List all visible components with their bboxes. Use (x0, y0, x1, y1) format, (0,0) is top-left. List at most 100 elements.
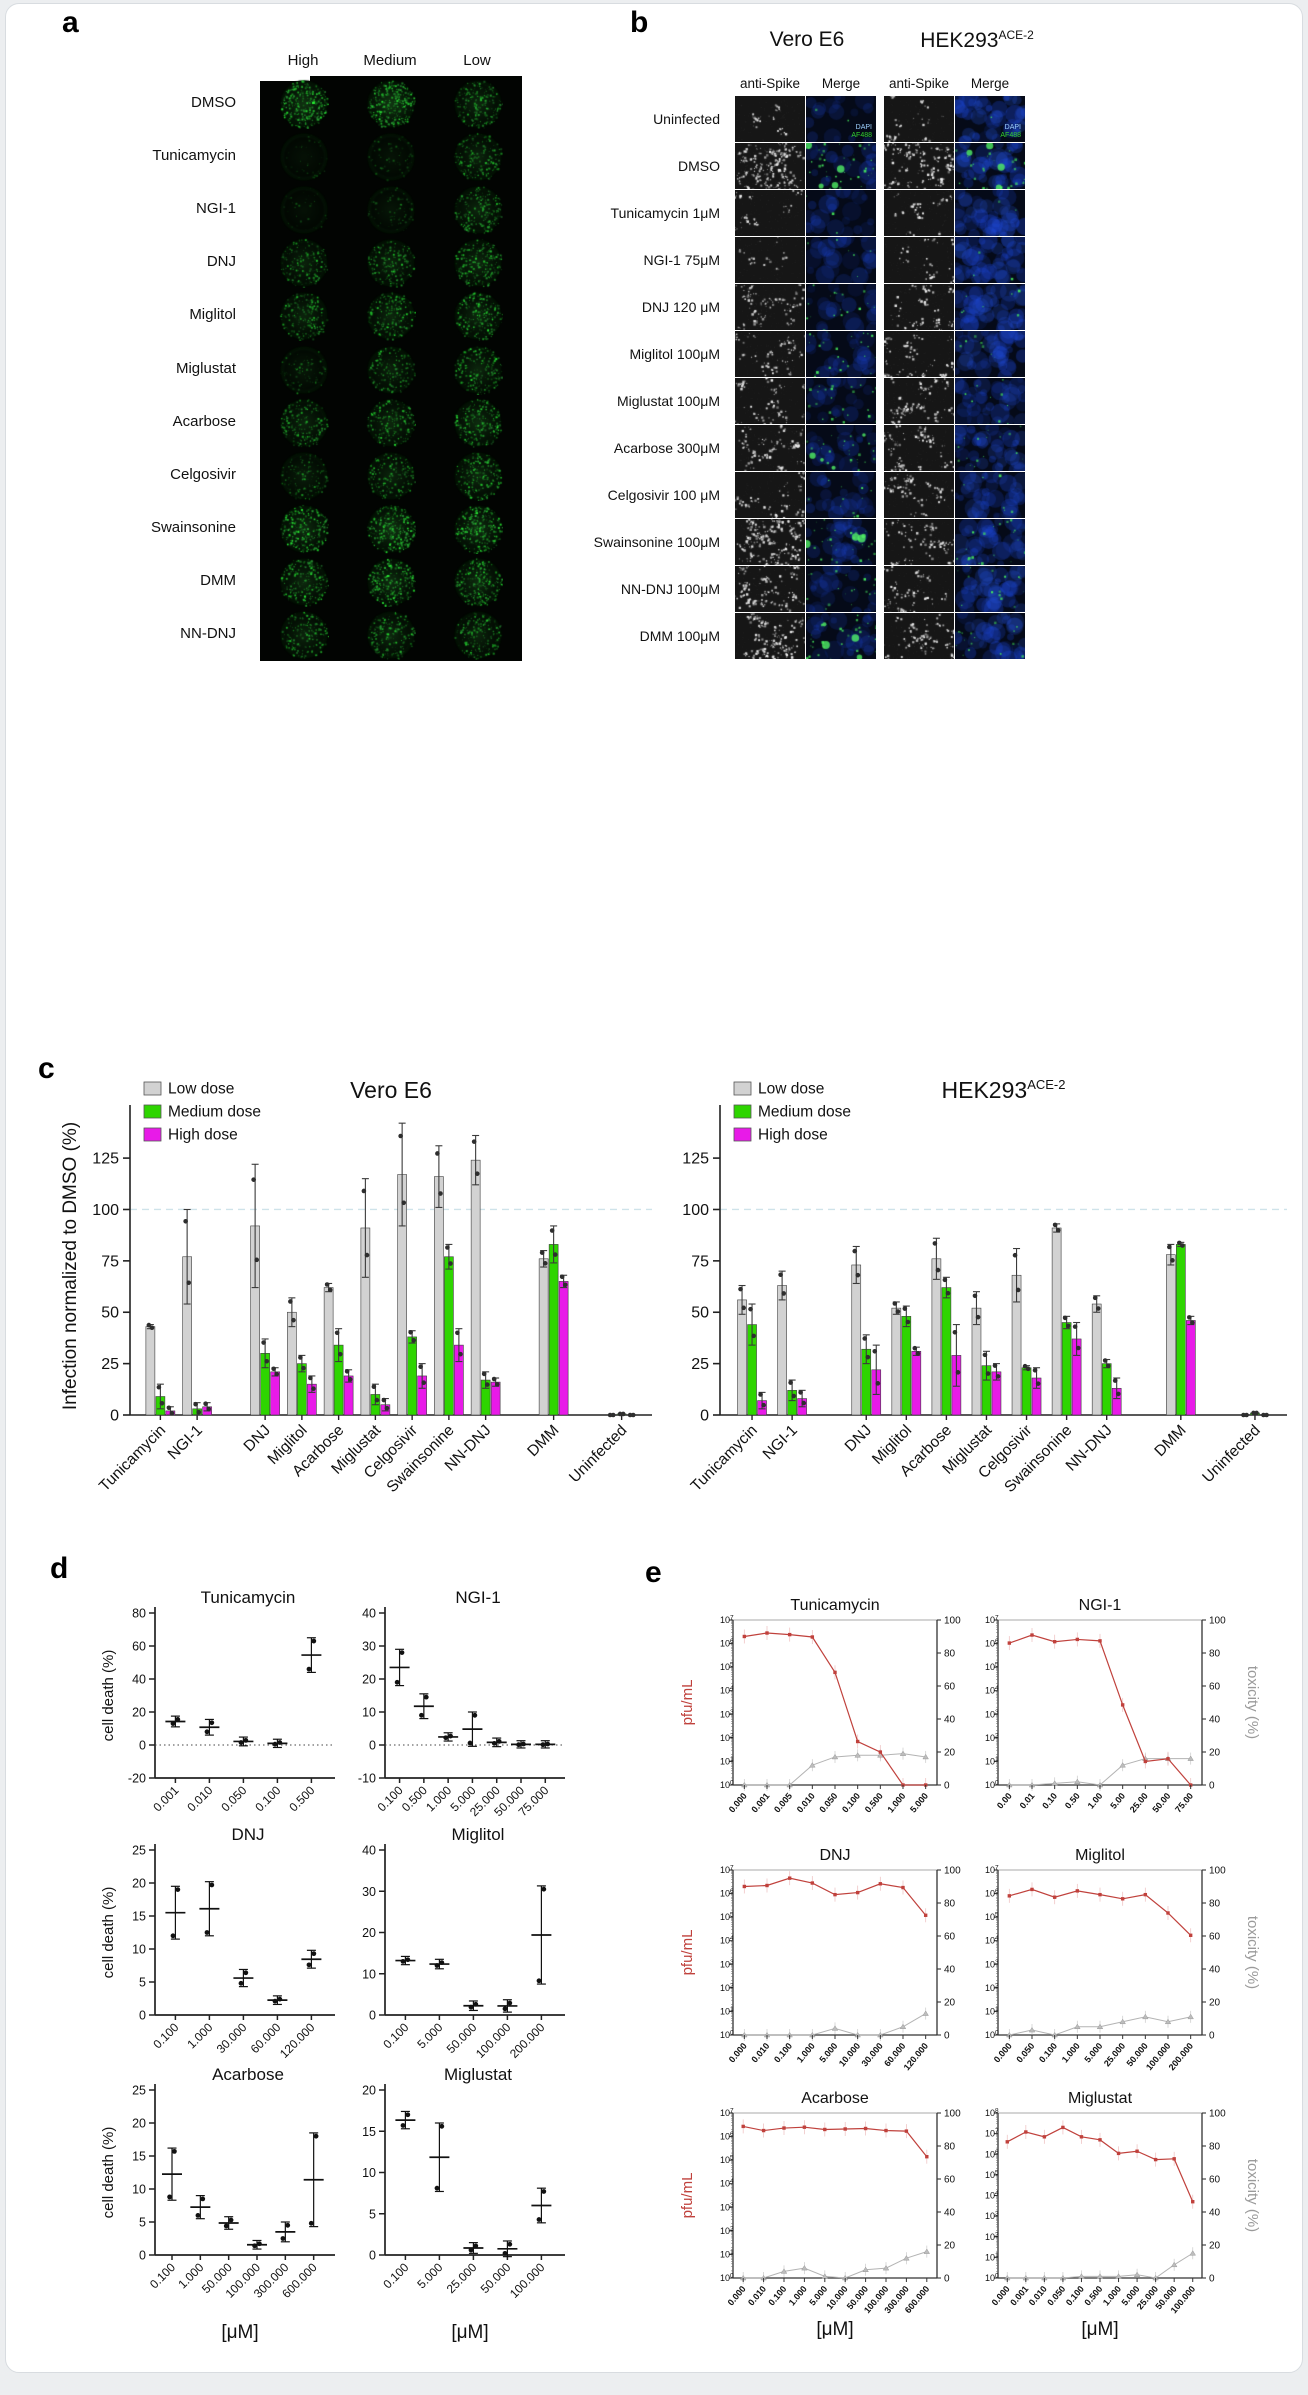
svg-text:10: 10 (132, 1943, 146, 1957)
panel-a-row-label: DMSO (191, 93, 236, 111)
hek293-superscript: ACE-2 (998, 28, 1034, 42)
svg-text:20: 20 (1209, 2241, 1221, 2252)
panel-a-col-low: Low (463, 52, 491, 69)
svg-text:-10: -10 (358, 1772, 376, 1786)
svg-text:100.000: 100.000 (473, 2020, 514, 2061)
svg-text:1.000: 1.000 (795, 2041, 817, 2065)
merge-micrograph (806, 425, 876, 471)
svg-text:5.000: 5.000 (908, 1791, 930, 1815)
svg-text:101: 101 (720, 1756, 734, 1767)
merge-micrograph (806, 378, 876, 424)
svg-text:60: 60 (132, 1640, 146, 1654)
svg-text:0: 0 (139, 1739, 146, 1753)
svg-text:0.500: 0.500 (1082, 2284, 1104, 2308)
svg-text:125: 125 (92, 1151, 119, 1168)
well-image (453, 291, 503, 342)
svg-text:100: 100 (944, 1616, 961, 1627)
svg-text:toxicity (%): toxicity (%) (1244, 1916, 1261, 1989)
svg-text:104: 104 (985, 2190, 999, 2201)
panel-a-row-label: NGI-1 (195, 199, 236, 217)
merge-micrograph (806, 331, 876, 377)
svg-text:[μM]: [μM] (451, 2322, 488, 2343)
svg-text:0.100: 0.100 (380, 2260, 411, 2291)
svg-text:10.000: 10.000 (824, 2284, 849, 2312)
svg-text:0: 0 (369, 1739, 376, 1753)
svg-text:100: 100 (720, 2273, 734, 2284)
panel-b-group-hek: HEK293ACE-2 (920, 28, 1034, 53)
svg-text:5: 5 (139, 1976, 146, 1990)
well-image (453, 557, 503, 608)
svg-text:20: 20 (944, 1748, 956, 1759)
svg-text:0.00: 0.00 (995, 1791, 1014, 1811)
svg-text:80: 80 (1209, 2142, 1221, 2153)
svg-text:Acarbose: Acarbose (212, 2065, 284, 2084)
svg-text:DNJ: DNJ (842, 1422, 875, 1455)
svg-text:100.000: 100.000 (507, 2260, 548, 2301)
svg-text:5.000: 5.000 (817, 2041, 839, 2065)
svg-text:High dose: High dose (758, 1127, 828, 1144)
svg-text:0.100: 0.100 (772, 2041, 794, 2065)
svg-text:106: 106 (720, 1638, 734, 1649)
svg-text:DNJ: DNJ (819, 1847, 850, 1864)
svg-text:100: 100 (682, 1202, 709, 1219)
panel-a-row-label: Tunicamycin (152, 146, 236, 164)
merge-micrograph (806, 237, 876, 283)
anti-spike-micrograph (884, 425, 954, 471)
svg-text:0.100: 0.100 (150, 2020, 181, 2051)
svg-text:Miglustat: Miglustat (1068, 2090, 1133, 2107)
svg-text:20: 20 (1209, 1748, 1221, 1759)
merge-micrograph (955, 190, 1025, 236)
svg-text:100: 100 (985, 2273, 999, 2284)
svg-text:DNJ: DNJ (231, 1825, 264, 1844)
merge-micrograph (806, 96, 876, 142)
panel-a-row-labels: DMSO Tunicamycin NGI-1 DNJ Miglitol Miglustat… (30, 76, 248, 661)
svg-text:1.000: 1.000 (1060, 2041, 1082, 2065)
panel-b-row-label: Tunicamycin 1μM (610, 205, 720, 221)
merge-channel-annotation: DAPI AF488 (983, 124, 1021, 140)
acarbose-pfu-toxicity-plot: 1001011021031041051061070204060801000.00… (679, 2090, 961, 2340)
svg-text:40: 40 (1209, 1965, 1221, 1976)
svg-text:Uninfected: Uninfected (566, 1422, 630, 1486)
svg-text:0.100: 0.100 (380, 2020, 411, 2051)
svg-text:NGI-1: NGI-1 (165, 1422, 206, 1463)
svg-text:80: 80 (132, 1607, 146, 1621)
svg-text:Tunicamycin: Tunicamycin (201, 1588, 296, 1607)
svg-text:Vero E6: Vero E6 (350, 1077, 432, 1103)
svg-text:toxicity (%): toxicity (%) (1244, 1666, 1261, 1739)
svg-text:100: 100 (720, 2030, 734, 2041)
svg-text:0: 0 (369, 2249, 376, 2263)
svg-text:75: 75 (101, 1253, 119, 1270)
svg-text:80: 80 (944, 1899, 956, 1910)
vero-merge-header: Merge (821, 76, 861, 91)
anti-spike-micrograph (884, 190, 954, 236)
svg-text:107: 107 (720, 1615, 734, 1626)
svg-text:0.001: 0.001 (749, 1791, 771, 1815)
well-image (366, 131, 416, 182)
well-image (279, 557, 329, 608)
well-image (366, 185, 416, 235)
svg-text:30: 30 (362, 1885, 376, 1899)
hek293-title: HEK293 (920, 29, 999, 52)
miglitol-pfu-toxicity-plot: 1001011021031041051061070204060801000.00… (985, 1847, 1261, 2072)
svg-text:104: 104 (720, 1935, 734, 1946)
merge-micrograph (955, 237, 1025, 283)
svg-text:20: 20 (944, 2241, 956, 2252)
svg-text:0.000: 0.000 (992, 2041, 1014, 2065)
svg-text:cell death (%): cell death (%) (100, 1650, 117, 1742)
miglustat-pfu-toxicity-plot: 1001011021031041051061071080204060801000… (985, 2090, 1261, 2340)
well-image (366, 450, 416, 501)
svg-text:80: 80 (1209, 1899, 1221, 1910)
af488-label: AF488 (851, 132, 872, 139)
svg-text:60: 60 (944, 2175, 956, 2186)
svg-text:20: 20 (362, 1673, 376, 1687)
svg-text:pfu/mL: pfu/mL (679, 1680, 696, 1726)
svg-text:105: 105 (985, 1662, 999, 1673)
svg-text:80: 80 (944, 2142, 956, 2153)
svg-text:106: 106 (720, 2131, 734, 2142)
svg-text:200.000: 200.000 (507, 2020, 548, 2061)
svg-text:1.000: 1.000 (184, 2020, 215, 2051)
svg-text:20: 20 (1209, 1998, 1221, 2009)
tunicamycin-pfu-toxicity-plot: 1001011021031041051061070204060801000.00… (679, 1597, 961, 1815)
